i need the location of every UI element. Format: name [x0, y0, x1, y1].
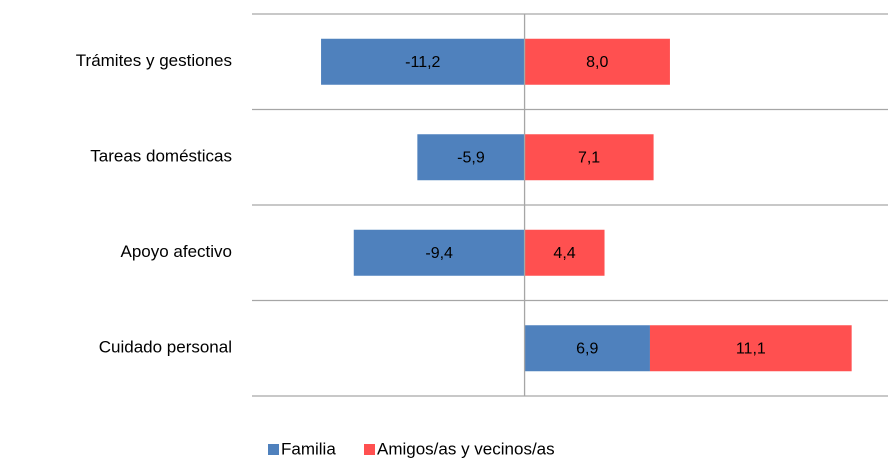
- data-label: 7,1: [578, 149, 600, 166]
- legend-label: Familia: [281, 439, 336, 458]
- bar: [353, 229, 525, 276]
- bar: [524, 38, 670, 85]
- legend-swatch: [268, 444, 279, 455]
- data-label: -9,4: [425, 245, 453, 262]
- category-label: Trámites y gestiones: [76, 51, 232, 70]
- bar: [524, 325, 650, 372]
- legend-label: Amigos/as y vecinos/as: [377, 439, 555, 458]
- data-label: -11,2: [405, 54, 440, 71]
- data-label: 8,0: [586, 54, 608, 71]
- data-label: -5,9: [457, 149, 485, 166]
- bar: [321, 38, 525, 85]
- legend-swatch: [364, 444, 375, 455]
- data-label: 11,1: [736, 340, 766, 357]
- category-label: Cuidado personal: [99, 338, 232, 357]
- data-label: 4,4: [553, 245, 575, 262]
- bar: [649, 325, 852, 372]
- bar: [417, 134, 525, 181]
- category-label: Apoyo afectivo: [120, 242, 232, 261]
- bar: [524, 229, 605, 276]
- data-label: 6,9: [576, 340, 598, 357]
- category-label: Tareas domésticas: [90, 147, 232, 166]
- bar: [524, 134, 654, 181]
